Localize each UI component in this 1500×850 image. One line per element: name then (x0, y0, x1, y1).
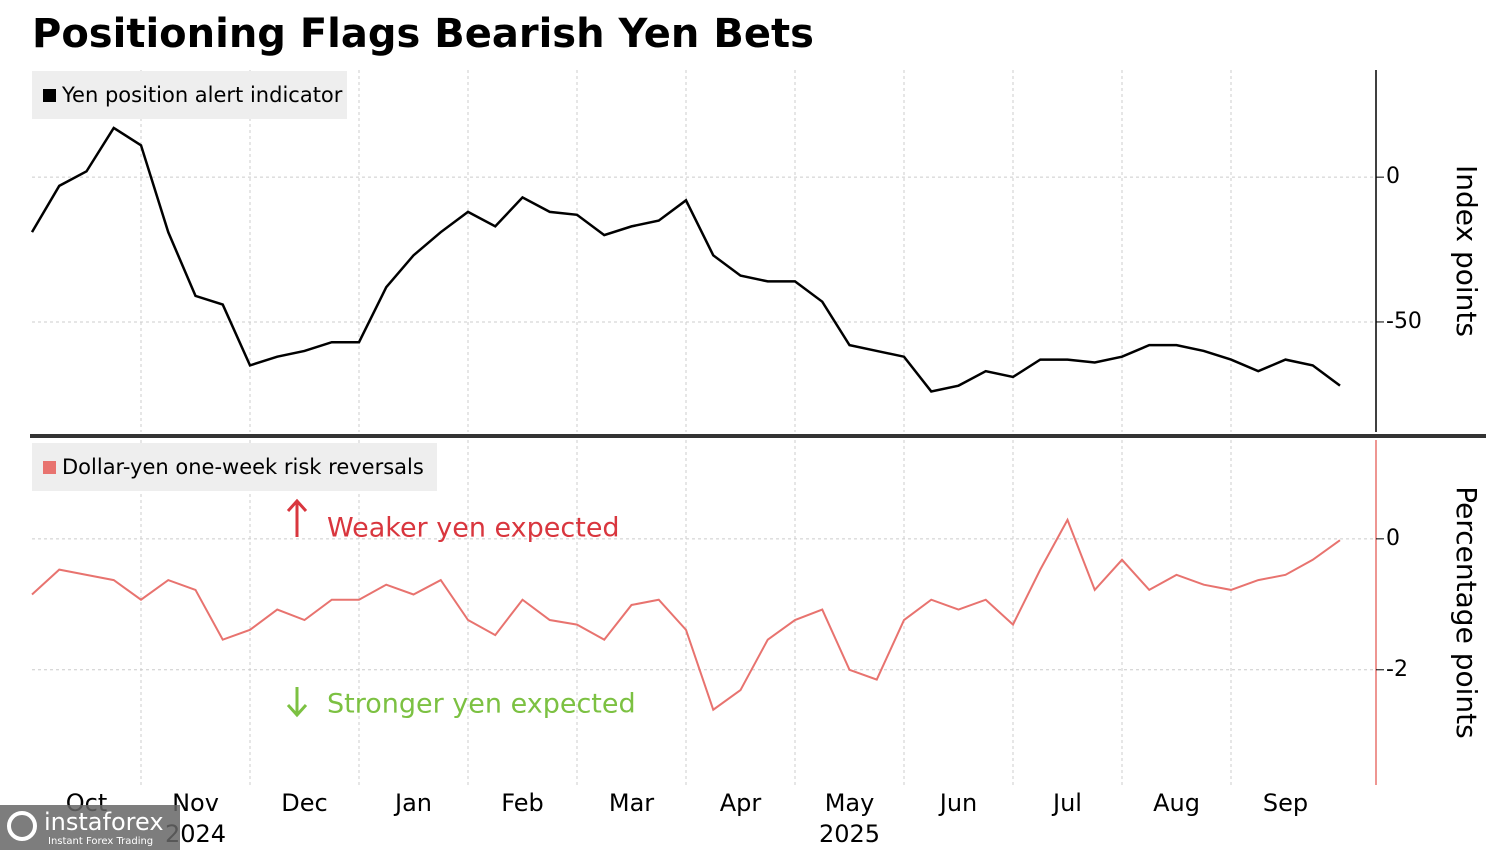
x-tick-label: Jun (938, 789, 978, 817)
legend-swatch (43, 89, 56, 102)
watermark-brand: instaforex (44, 808, 164, 836)
watermark: instaforex Instant Forex Trading (0, 805, 180, 850)
annotation: Weaker yen expected (327, 513, 620, 544)
line (31, 517, 1341, 712)
x-tick-label: Jul (1051, 789, 1082, 817)
y-tick-label: -2 (1386, 657, 1408, 682)
watermark-box (0, 805, 180, 850)
x-tick-label: May (825, 789, 875, 817)
watermark-icon (7, 811, 37, 841)
annotation-arrow (286, 498, 308, 537)
x-tick-label: Sep (1263, 789, 1308, 817)
x-tick-label: Apr (720, 789, 762, 817)
legend-label: Yen position alert indicator (61, 83, 343, 107)
x-tick-label: Jan (393, 789, 432, 817)
watermark-tagline: Instant Forex Trading (48, 836, 153, 847)
y-tick-label: -50 (1386, 309, 1422, 334)
chart-title: Positioning Flags Bearish Yen Bets (32, 11, 814, 57)
annotation: Stronger yen expected (327, 689, 636, 720)
annotation-arrow (286, 687, 308, 718)
legend-box (32, 443, 437, 491)
line (30, 126, 1341, 393)
x-tick-label: Dec (281, 789, 327, 817)
y-axis-label: Index points (1450, 165, 1483, 337)
legend-label: Dollar-yen one-week risk reversals (62, 455, 424, 479)
y-tick-label: 0 (1386, 526, 1400, 551)
x-year-label: 2025 (819, 820, 880, 848)
x-tick-label: Feb (501, 789, 544, 817)
y-axis-label: Percentage points (1450, 486, 1483, 738)
x-tick-label: Mar (609, 789, 654, 817)
legend-swatch (43, 461, 56, 474)
x-tick-label: Aug (1153, 789, 1200, 817)
y-tick-label: 0 (1386, 164, 1400, 189)
legend-box (32, 71, 347, 119)
